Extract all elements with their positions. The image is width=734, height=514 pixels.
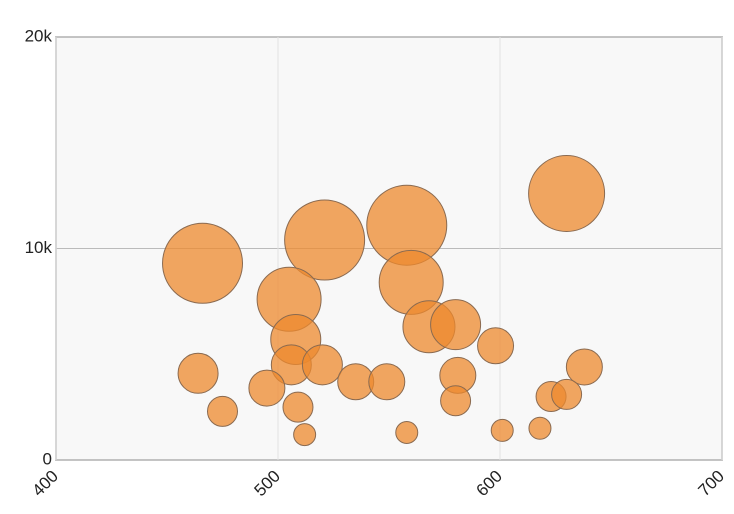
bubble: [282, 391, 314, 423]
bubble: [162, 222, 244, 304]
bubble: [368, 363, 406, 401]
bubble: [177, 352, 219, 394]
bubble: [565, 348, 603, 386]
bubble: [490, 418, 514, 442]
x-tick-label: 700: [695, 467, 728, 500]
bubble: [528, 416, 552, 440]
bubble: [440, 385, 472, 417]
bubble: [430, 299, 482, 351]
bubble: [477, 327, 515, 365]
bubble: [207, 395, 238, 427]
y-tick-label: 20k: [25, 26, 53, 45]
bubble: [301, 344, 343, 386]
bubble: [395, 421, 419, 445]
x-tick-label: 500: [251, 467, 284, 500]
bubble: [248, 369, 286, 407]
bubble: [284, 199, 366, 281]
bubble: [551, 378, 583, 410]
x-tick-label: 600: [473, 467, 506, 500]
x-tick-label: 400: [29, 467, 62, 500]
bubble: [293, 423, 317, 447]
y-tick-label: 10k: [25, 238, 53, 257]
bubble: [528, 155, 606, 233]
y-tick-label: 0: [43, 449, 52, 468]
